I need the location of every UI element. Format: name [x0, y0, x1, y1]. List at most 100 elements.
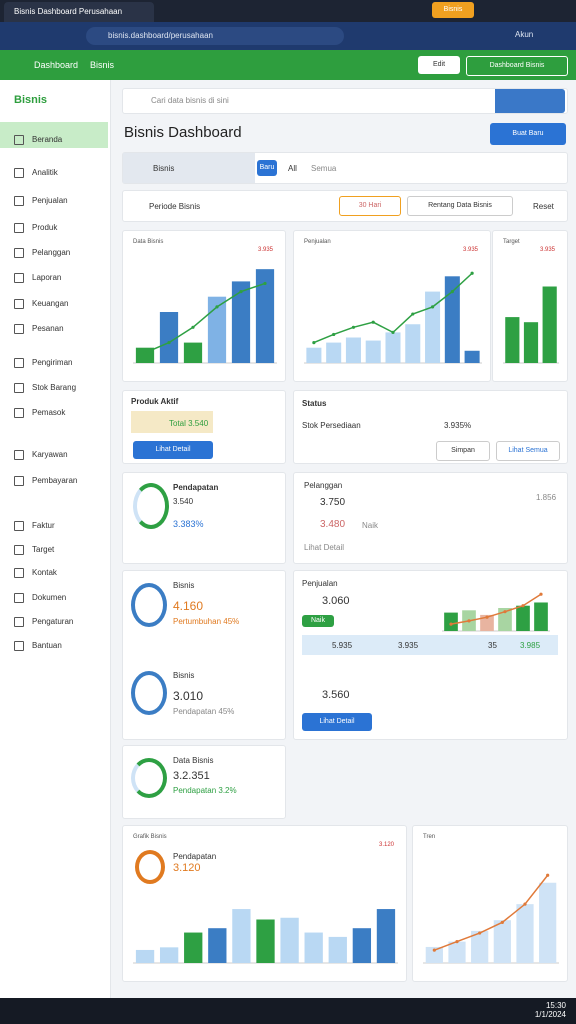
bar: [256, 919, 275, 963]
mini-chart-box: [438, 579, 554, 635]
tab-bg: [123, 153, 255, 183]
tab-item[interactable]: Semua: [311, 164, 337, 173]
brand-sub: Bisnis: [90, 60, 115, 70]
card-value: 3.540: [173, 497, 194, 506]
bar: [539, 882, 557, 963]
chart: Grafik Bisnis 3.120: [133, 834, 398, 964]
sidebar-item[interactable]: Pelanggan: [14, 248, 70, 258]
chip[interactable]: Bisnis: [432, 2, 474, 18]
card-value: 3.480: [320, 519, 346, 530]
line-point: [167, 341, 171, 345]
sidebar: Bisnis Beranda Analitik Penjualan Produk Pel…: [0, 80, 111, 998]
icon: [14, 358, 24, 368]
new-button[interactable]: Buat Baru: [490, 123, 566, 145]
chart: Data Bisnis 3.935: [133, 239, 277, 364]
card-value: 3.560: [322, 689, 350, 701]
line-point: [467, 619, 471, 623]
bar: [444, 612, 458, 631]
stat: 3.935: [398, 641, 419, 650]
label: Pembayaran: [32, 476, 78, 486]
tab-item[interactable]: Bisnis: [153, 164, 175, 173]
card-link[interactable]: Lihat Detail: [304, 543, 345, 552]
stat: 35: [488, 641, 497, 650]
line-point: [478, 931, 482, 935]
sidebar-item[interactable]: Pesanan: [14, 324, 64, 334]
label: Pesanan: [32, 324, 64, 334]
sidebar-item[interactable]: Laporan: [14, 273, 61, 283]
url[interactable]: bisnis.dashboard/perusahaan: [86, 27, 344, 45]
product-button[interactable]: Lihat Detail: [133, 441, 213, 459]
label: Dokumen: [32, 593, 67, 603]
sidebar-item[interactable]: Karyawan: [14, 450, 68, 460]
label: Pelanggan: [32, 248, 71, 258]
card-value: 4.160: [173, 599, 204, 613]
icon: [14, 273, 24, 283]
reset[interactable]: Reset: [533, 202, 554, 211]
edit-button[interactable]: Edit: [418, 56, 460, 74]
chart-title: Tren: [423, 834, 435, 840]
icon: [14, 168, 24, 178]
line-point: [450, 290, 454, 294]
bar: [444, 276, 460, 363]
tab-item[interactable]: All: [288, 164, 297, 173]
bar: [516, 605, 530, 631]
dashboard-button[interactable]: Dashboard Bisnis: [466, 56, 568, 76]
tab[interactable]: Bisnis Dashboard Perusahaan: [4, 2, 154, 22]
label: Penjualan: [32, 196, 68, 206]
save-button[interactable]: Simpan: [436, 441, 490, 461]
sidebar-item[interactable]: Faktur: [14, 521, 55, 531]
sidebar-item[interactable]: Dokumen: [14, 593, 66, 603]
card-title: Bisnis: [173, 581, 195, 590]
sidebar-item[interactable]: Produk: [14, 223, 57, 233]
sidebar-item[interactable]: Penjualan: [14, 196, 68, 206]
label: Bantuan: [32, 641, 62, 651]
sidebar-item[interactable]: Pengaturan: [14, 617, 73, 627]
card-tag: Naik: [302, 615, 334, 627]
bar: [385, 332, 401, 363]
line-point: [455, 940, 459, 944]
sidebar-item[interactable]: Stok Barang: [14, 383, 76, 393]
profile[interactable]: Akun: [515, 30, 534, 39]
icon: [14, 545, 24, 555]
detail-button[interactable]: Lihat Detail: [302, 713, 372, 731]
line-point: [539, 592, 543, 596]
filter-range[interactable]: Rentang Data Bisnis: [407, 196, 513, 216]
sidebar-item[interactable]: Target: [14, 545, 54, 555]
search[interactable]: Cari data bisnis di sini: [122, 88, 568, 114]
status-card: Status Stok Persediaan 3.935% Simpan Lih…: [293, 390, 568, 464]
bar: [255, 269, 275, 363]
line-point: [191, 325, 195, 329]
sidebar-item[interactable]: Beranda: [14, 135, 62, 145]
search-placeholder: Cari data bisnis di sini: [151, 96, 229, 105]
bar: [183, 342, 203, 363]
bar: [280, 917, 299, 963]
bar: [365, 340, 381, 363]
sidebar-item[interactable]: Bantuan: [14, 641, 62, 651]
tab-item[interactable]: Baru: [257, 160, 277, 176]
chart-note: 3.935: [258, 247, 274, 253]
sidebar-item[interactable]: Pembayaran: [14, 476, 77, 486]
sidebar-item[interactable]: Kontak: [14, 568, 57, 578]
sidebar-item[interactable]: Pemasok: [14, 408, 65, 418]
card-value: 3.120: [173, 862, 201, 874]
sidebar-item[interactable]: Keuangan: [14, 299, 68, 309]
sidebar-item[interactable]: Pengiriman: [14, 358, 72, 368]
product-card: Produk Aktif Total 3.540 Lihat Detail: [122, 390, 286, 464]
filter-value[interactable]: 30 Hari: [339, 196, 401, 216]
card-side: 1.856: [536, 493, 557, 502]
line-point: [470, 271, 474, 275]
all-button[interactable]: Lihat Semua: [496, 441, 560, 461]
line-point: [332, 332, 336, 337]
label: Target: [32, 545, 55, 555]
label: Analitik: [32, 168, 58, 178]
bar: [208, 928, 227, 963]
bar: [135, 949, 155, 963]
chart-card: Data Bisnis 3.935: [122, 230, 286, 382]
time: 15:30: [545, 1001, 566, 1010]
sidebar-item[interactable]: Analitik: [14, 168, 58, 178]
icon: [14, 223, 24, 233]
search-actions[interactable]: [495, 89, 565, 113]
bar: [184, 932, 203, 963]
avatar: [131, 758, 167, 798]
line-point: [523, 902, 527, 906]
